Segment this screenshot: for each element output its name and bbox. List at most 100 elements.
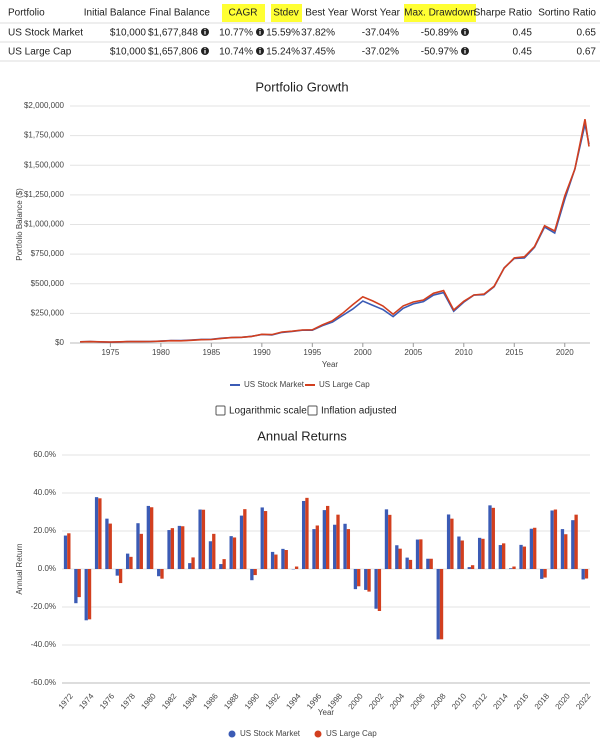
bar: [460, 540, 464, 569]
bar: [239, 515, 244, 569]
cell: -37.04%: [362, 28, 399, 39]
x-tick-label: 2008: [429, 691, 448, 711]
cell: $10,000: [110, 28, 147, 39]
bar: [533, 527, 537, 569]
bar: [108, 523, 112, 569]
x-tick-label: 2022: [574, 691, 593, 711]
bar: [398, 548, 402, 569]
column-header: Stdev: [273, 8, 299, 19]
legend-label: US Stock Market: [244, 380, 305, 389]
bar: [198, 509, 202, 569]
bar: [481, 538, 485, 569]
bar: [336, 514, 340, 569]
bar: [167, 530, 171, 569]
chart-title: Annual Returns: [257, 428, 347, 443]
highlight: [222, 4, 265, 22]
x-tick-label: 1994: [284, 691, 303, 711]
x-tick-label: 2015: [505, 348, 523, 357]
column-header: Sharpe Ratio: [474, 8, 533, 19]
y-tick-label: -40.0%: [31, 640, 56, 649]
bar: [118, 569, 123, 584]
bar: [426, 558, 430, 569]
bar: [181, 526, 185, 569]
bar: [543, 569, 547, 578]
bar: [374, 569, 378, 609]
bar: [125, 553, 130, 569]
bar: [364, 569, 368, 590]
chart-title: Portfolio Growth: [255, 79, 348, 94]
y-tick-label: $750,000: [31, 249, 65, 258]
x-tick-label: 1998: [326, 691, 345, 711]
cell: -50.97%: [421, 47, 458, 58]
bar: [540, 569, 544, 579]
bar: [571, 520, 575, 569]
bar: [581, 569, 585, 580]
info-icon-glyph: [259, 28, 261, 31]
x-tick-label: 1990: [253, 348, 271, 357]
bar: [509, 568, 513, 569]
bar: [346, 529, 351, 569]
bar: [67, 533, 71, 569]
y-tick-label: -60.0%: [31, 678, 56, 687]
column-header: Worst Year: [351, 8, 400, 19]
x-axis-label: Year: [318, 708, 335, 717]
x-tick-label: 2000: [354, 348, 372, 357]
x-tick-label: 1980: [152, 348, 170, 357]
bar: [281, 548, 285, 569]
y-tick-label: $250,000: [31, 308, 65, 317]
bar: [353, 569, 358, 590]
bar: [470, 565, 475, 569]
x-tick-label: 2016: [512, 691, 531, 711]
x-tick-label: 1988: [222, 691, 241, 711]
bar: [415, 539, 420, 569]
bar: [115, 569, 119, 576]
bar: [201, 509, 206, 569]
cell: 10.74%: [219, 47, 253, 58]
y-tick-label: 40.0%: [33, 488, 56, 497]
y-tick-label: $1,250,000: [24, 190, 65, 199]
bar: [377, 569, 382, 611]
checkbox[interactable]: [215, 405, 226, 416]
column-header: Initial Balance: [84, 8, 147, 19]
bar: [136, 523, 140, 569]
bar: [498, 545, 502, 569]
bar: [284, 550, 288, 569]
cell: US Large Cap: [8, 47, 72, 58]
cell: US Stock Market: [8, 28, 83, 39]
info-icon-glyph: [259, 47, 261, 50]
y-tick-label: $0: [55, 338, 64, 347]
x-tick-label: 1982: [160, 691, 179, 711]
x-tick-label: 1986: [202, 691, 221, 711]
bar: [584, 569, 589, 579]
bar: [274, 554, 278, 569]
column-header: Portfolio: [8, 8, 45, 19]
checkbox-label[interactable]: Logarithmic scale: [229, 406, 307, 417]
x-tick-label: 1992: [264, 691, 283, 711]
bar: [157, 569, 161, 577]
x-tick-label: 2005: [404, 348, 422, 357]
checkbox-label[interactable]: Inflation adjusted: [321, 406, 397, 417]
bar: [177, 525, 182, 569]
y-tick-label: $1,750,000: [24, 131, 65, 140]
bar: [502, 543, 506, 569]
bar: [253, 569, 257, 576]
bar: [63, 535, 68, 569]
bar: [439, 569, 444, 640]
bar: [222, 559, 226, 569]
bar: [384, 509, 389, 569]
legend-label: US Large Cap: [319, 380, 370, 389]
bar: [488, 505, 492, 569]
y-tick-label: $1,000,000: [24, 220, 65, 229]
bar: [529, 528, 534, 569]
checkbox[interactable]: [307, 405, 318, 416]
bar: [219, 564, 223, 569]
x-tick-label: 2010: [455, 348, 473, 357]
bar: [312, 529, 316, 569]
x-tick-label: 1972: [57, 691, 76, 711]
x-tick-label: 2012: [471, 691, 490, 711]
bar: [146, 505, 150, 569]
y-tick-label: 20.0%: [33, 526, 56, 535]
bar: [305, 497, 309, 569]
info-icon-glyph: [464, 28, 466, 31]
bar: [491, 507, 495, 569]
